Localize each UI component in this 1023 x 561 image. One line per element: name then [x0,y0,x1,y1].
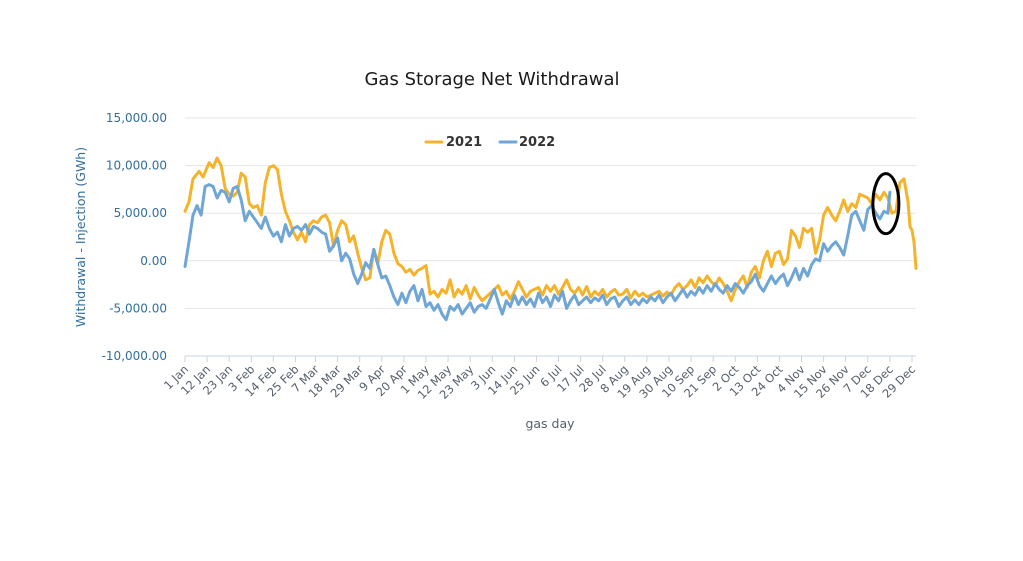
y-axis-ticks: 15,000.00 10,000.00 5,000.00 0.00 -5,000.00 -… [102,111,167,363]
annotations [871,172,901,236]
legend-item-2021[interactable]: 2021 [424,135,482,150]
x-axis-title: gas day [525,416,575,431]
chart-title: Gas Storage Net Withdrawal [364,69,619,90]
y-tick-label: 0.00 [140,254,167,268]
legend-item-2022[interactable]: 2022 [498,135,555,150]
y-tick-label: 10,000.00 [106,159,167,173]
series-line-2021[interactable] [183,156,918,303]
legend-label-2022: 2022 [519,135,555,150]
gridlines [185,117,916,357]
annotation-ellipse [871,172,901,236]
legend[interactable]: 2021 2022 [424,135,555,150]
legend-label-2021: 2021 [446,135,482,150]
series-lines [183,156,918,322]
y-tick-label: 5,000.00 [114,206,167,220]
y-tick-label: -5,000.00 [109,301,167,315]
y-tick-label: 15,000.00 [106,111,167,125]
y-tick-label: -10,000.00 [102,349,167,363]
series-line-2022[interactable] [183,183,892,322]
y-axis-title: Withdrawal - Injection (GWh) [73,147,88,327]
